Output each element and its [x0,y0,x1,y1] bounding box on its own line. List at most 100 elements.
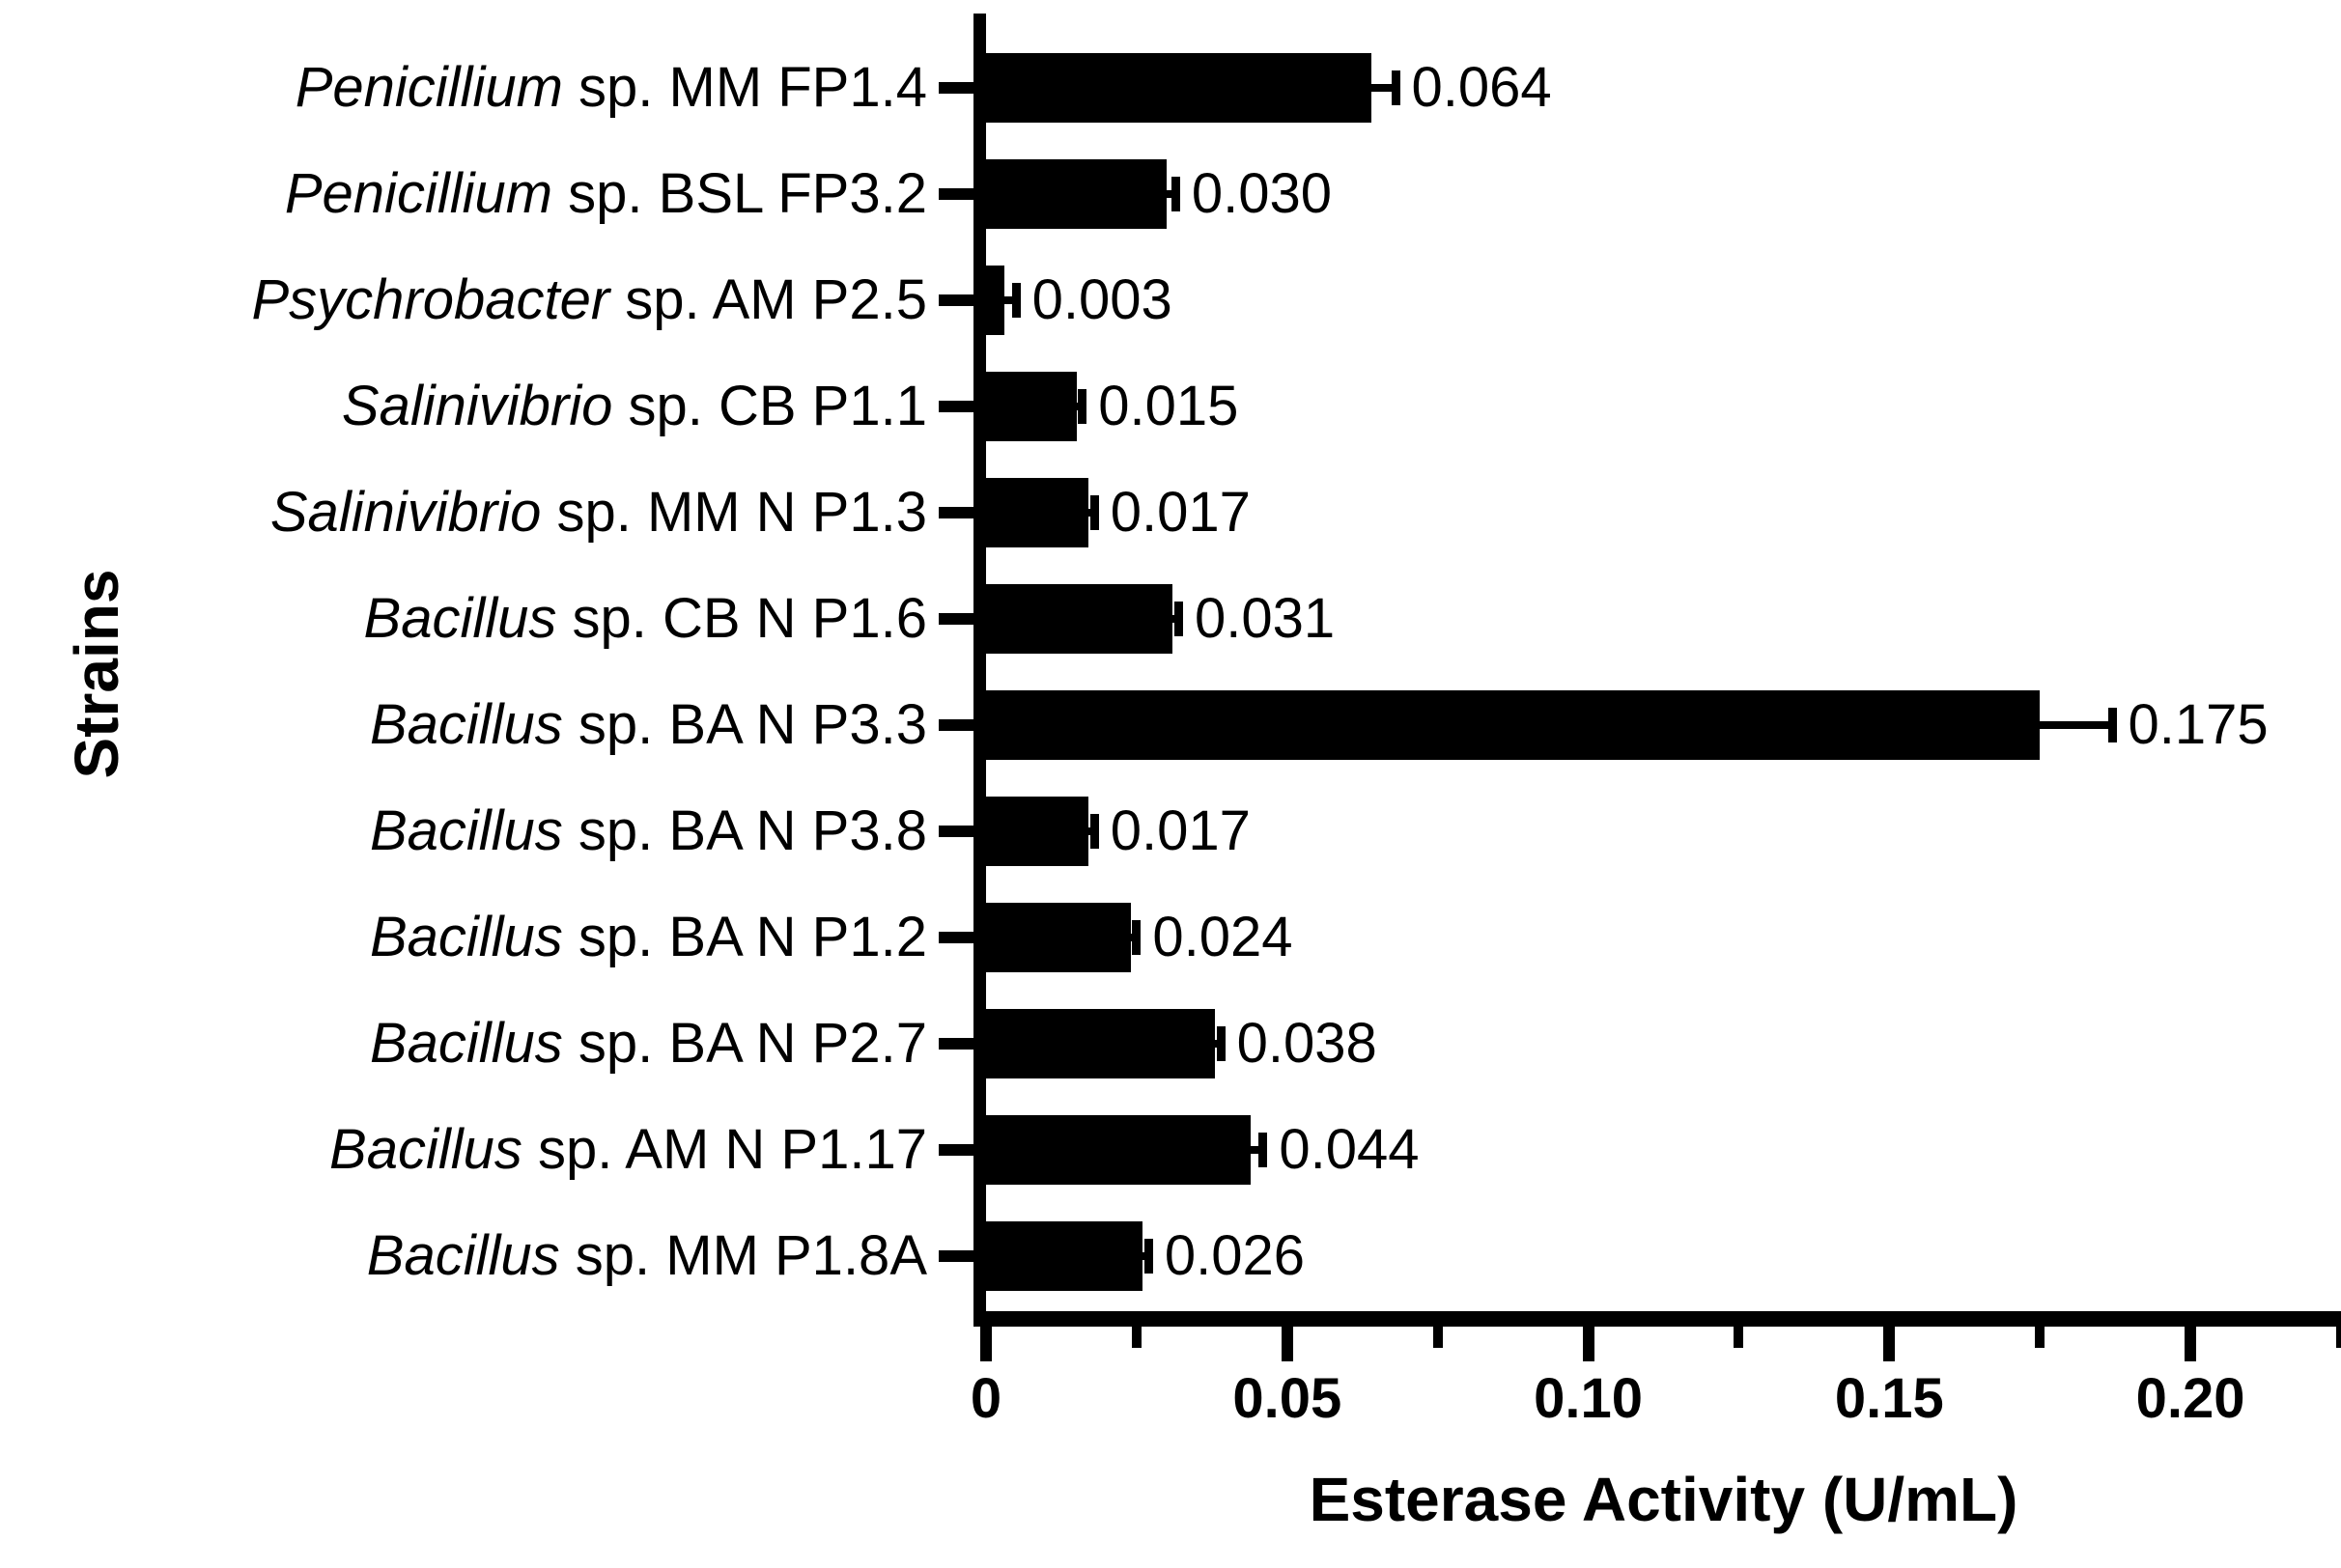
category-label-rest: sp. MM P1.8A [559,1224,927,1287]
category-tick [939,507,973,518]
category-label-rest: sp. BA N P2.7 [562,1012,927,1075]
category-label: Bacillus sp. BA N P3.3 [0,672,927,778]
bar [986,1115,1252,1185]
bar [986,159,1168,229]
error-bar-whisker [1169,615,1179,623]
error-bar-cap [1258,1133,1268,1167]
x-minor-tick [1432,1327,1443,1348]
x-minor-tick [1131,1327,1142,1348]
bar [986,266,1004,335]
error-bar-cap [1391,70,1400,105]
category-tick [939,1144,973,1156]
error-bar-cap [1174,602,1184,636]
bar [986,53,1372,123]
error-bar-whisker [1085,509,1095,517]
category-tick [939,719,973,731]
category-label-genus: Bacillus [329,1118,522,1181]
value-label: 0.038 [1236,1012,1377,1075]
category-label-genus: Bacillus [366,1224,560,1287]
category-label-rest: sp. BA N P1.2 [562,906,927,968]
x-major-tick [980,1327,992,1361]
x-minor-tick [2035,1327,2045,1348]
value-label: 0.003 [1031,268,1172,331]
category-tick [939,1250,973,1262]
category-label-rest: sp. AM P2.5 [609,268,927,331]
error-bar-cap [1078,389,1087,424]
bar [986,903,1131,972]
error-bar-whisker [1000,296,1017,304]
x-tick-label: 0 [970,1367,1002,1430]
x-tick-label: 0.15 [1834,1367,1944,1430]
error-bar-cap [1216,1026,1226,1061]
category-label-rest: sp. BA N P3.8 [562,799,927,862]
bar [986,690,2041,760]
value-label: 0.030 [1191,162,1333,225]
category-label-genus: Salinivibrio [341,375,613,437]
y-axis-line [973,14,986,1327]
category-label-rest: sp. MM FP1.4 [562,56,927,119]
category-label-rest: sp. BSL FP3.2 [552,162,927,225]
error-bar-cap [2107,708,2117,742]
error-bar-whisker [2036,721,2113,729]
value-label: 0.015 [1098,375,1239,437]
category-label: Bacillus sp. BA N P3.8 [0,778,927,884]
error-bar-cap [1011,283,1021,318]
category-label-genus: Salinivibrio [269,481,542,544]
bar [986,797,1088,866]
error-bar-cap [1132,920,1142,955]
category-label: Bacillus sp. BA N P2.7 [0,991,927,1097]
x-major-tick [2185,1327,2197,1361]
value-label: 0.031 [1195,587,1336,650]
category-label-genus: Bacillus [369,693,563,756]
category-label: Penicillium sp. MM FP1.4 [0,35,927,141]
category-label-genus: Bacillus [369,1012,563,1075]
error-bar-whisker [1085,827,1095,835]
bar [986,372,1077,441]
error-bar-cap [1143,1239,1153,1274]
category-label: Bacillus sp. BA N P1.2 [0,884,927,991]
bar [986,1009,1215,1078]
category-tick [939,1038,973,1050]
category-label-rest: sp. CB P1.1 [612,375,928,437]
category-label: Bacillus sp. MM P1.8A [0,1203,927,1309]
error-bar-whisker [1210,1040,1222,1048]
error-bar-whisker [1072,403,1083,410]
category-tick [939,188,973,200]
category-label-genus: Bacillus [369,906,563,968]
category-label: Salinivibrio sp. CB P1.1 [0,353,927,460]
error-bar-whisker [1247,1146,1263,1154]
value-label: 0.017 [1110,481,1251,544]
category-label-rest: sp. MM N P1.3 [541,481,927,544]
x-axis-title: Esterase Activity (U/mL) [1309,1465,2018,1534]
category-label-rest: sp. BA N P3.3 [562,693,927,756]
error-bar-whisker [1368,84,1396,92]
category-tick [939,826,973,837]
x-minor-tick [1734,1327,1744,1348]
category-tick [939,401,973,412]
bar [986,584,1173,654]
value-label: 0.044 [1279,1118,1420,1181]
x-axis-line [973,1311,2341,1327]
error-bar-whisker [1139,1252,1149,1260]
x-major-tick [1883,1327,1896,1361]
category-label: Bacillus sp. AM N P1.17 [0,1097,927,1203]
category-tick [939,932,973,943]
category-label-genus: Penicillium [284,162,553,225]
error-bar-cap [1089,814,1099,849]
category-label-rest: sp. CB N P1.6 [556,587,928,650]
category-label-rest: sp. AM N P1.17 [522,1118,927,1181]
category-label-genus: Bacillus [363,587,557,650]
error-bar-cap [1089,495,1099,530]
category-label: Salinivibrio sp. MM N P1.3 [0,460,927,566]
category-label: Penicillium sp. BSL FP3.2 [0,141,927,247]
category-label: Psychrobacter sp. AM P2.5 [0,247,927,353]
category-label-genus: Bacillus [369,799,563,862]
x-tick-label: 0.05 [1232,1367,1342,1430]
value-label: 0.175 [2128,693,2269,756]
category-label-genus: Psychrobacter [251,268,610,331]
category-tick [939,613,973,625]
x-minor-tick [2336,1327,2341,1348]
category-label: Bacillus sp. CB N P1.6 [0,566,927,672]
